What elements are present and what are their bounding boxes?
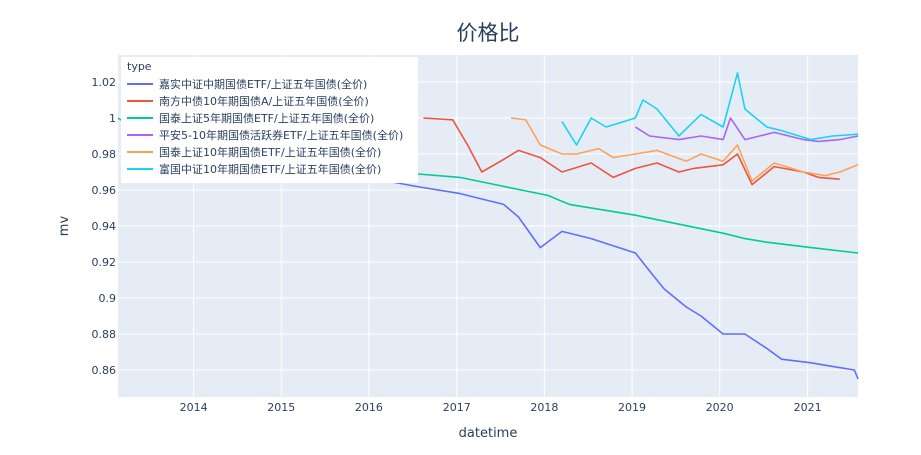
legend-swatch xyxy=(127,133,153,136)
x-tick-label: 2018 xyxy=(530,401,558,414)
series-lines xyxy=(117,72,859,380)
legend-swatch xyxy=(127,82,153,85)
x-tick-label: 2019 xyxy=(618,401,646,414)
y-tick-label: 0.9 xyxy=(99,292,117,305)
legend-swatch xyxy=(127,150,153,153)
y-tick-label: 0.98 xyxy=(92,148,117,161)
series-line-1 xyxy=(423,117,840,186)
y-tick-label: 0.88 xyxy=(92,328,117,341)
y-tick-label: 0.96 xyxy=(92,184,117,197)
legend-swatch xyxy=(127,116,153,119)
legend-label: 国泰上证10年期国债ETF/上证五年国债(全价) xyxy=(159,145,382,159)
legend-label: 南方中债10年期国债A/上证五年国债(全价) xyxy=(159,94,369,108)
series-line-4 xyxy=(510,117,859,182)
legend-item[interactable]: 富国中证10年期国债ETF/上证五年国债(全价) xyxy=(127,160,412,177)
series-line-3 xyxy=(634,117,859,143)
x-tick-label: 2014 xyxy=(180,401,208,414)
x-axis-label: datetime xyxy=(459,426,518,441)
legend-label: 嘉实中证中期国债ETF/上证五年国债(全价) xyxy=(159,77,368,91)
legend-label: 国泰上证5年期国债ETF/上证五年国债(全价) xyxy=(159,111,375,125)
y-tick-label: 1.02 xyxy=(92,76,117,89)
legend-title: type xyxy=(127,60,152,73)
y-tick-label: 0.92 xyxy=(92,256,117,269)
legend-swatch xyxy=(127,167,153,170)
legend: type 嘉实中证中期国债ETF/上证五年国债(全价) 南方中债10年期国债A/上… xyxy=(121,57,418,183)
axis-ticks: 2014 2015 2016 2017 2018 2019 2020 2021 0.86 0.88… xyxy=(92,76,822,414)
x-tick-label: 2016 xyxy=(355,401,383,414)
legend-label: 平安5-10年期国债活跃券ETF/上证五年国债(全价) xyxy=(159,128,404,142)
y-tick-label: 0.94 xyxy=(92,220,117,233)
y-tick-label: 1 xyxy=(109,112,116,125)
x-tick-label: 2021 xyxy=(794,401,822,414)
legend-label: 富国中证10年期国债ETF/上证五年国债(全价) xyxy=(159,162,382,176)
x-tick-label: 2020 xyxy=(706,401,734,414)
legend-item[interactable]: 国泰上证5年期国债ETF/上证五年国债(全价) xyxy=(127,109,412,126)
legend-item[interactable]: 南方中债10年期国债A/上证五年国债(全价) xyxy=(127,92,412,109)
legend-item[interactable]: 嘉实中证中期国债ETF/上证五年国债(全价) xyxy=(127,75,412,92)
series-line-5 xyxy=(561,72,859,146)
legend-swatch xyxy=(127,99,153,102)
chart-title: 价格比 xyxy=(457,21,520,45)
series-line-0 xyxy=(386,180,859,380)
legend-item[interactable]: 国泰上证10年期国债ETF/上证五年国债(全价) xyxy=(127,143,412,160)
x-tick-label: 2015 xyxy=(267,401,295,414)
y-axis-label: mv xyxy=(57,216,72,237)
y-tick-label: 0.86 xyxy=(92,364,117,377)
x-tick-label: 2017 xyxy=(443,401,471,414)
legend-item[interactable]: 平安5-10年期国债活跃券ETF/上证五年国债(全价) xyxy=(127,126,412,143)
